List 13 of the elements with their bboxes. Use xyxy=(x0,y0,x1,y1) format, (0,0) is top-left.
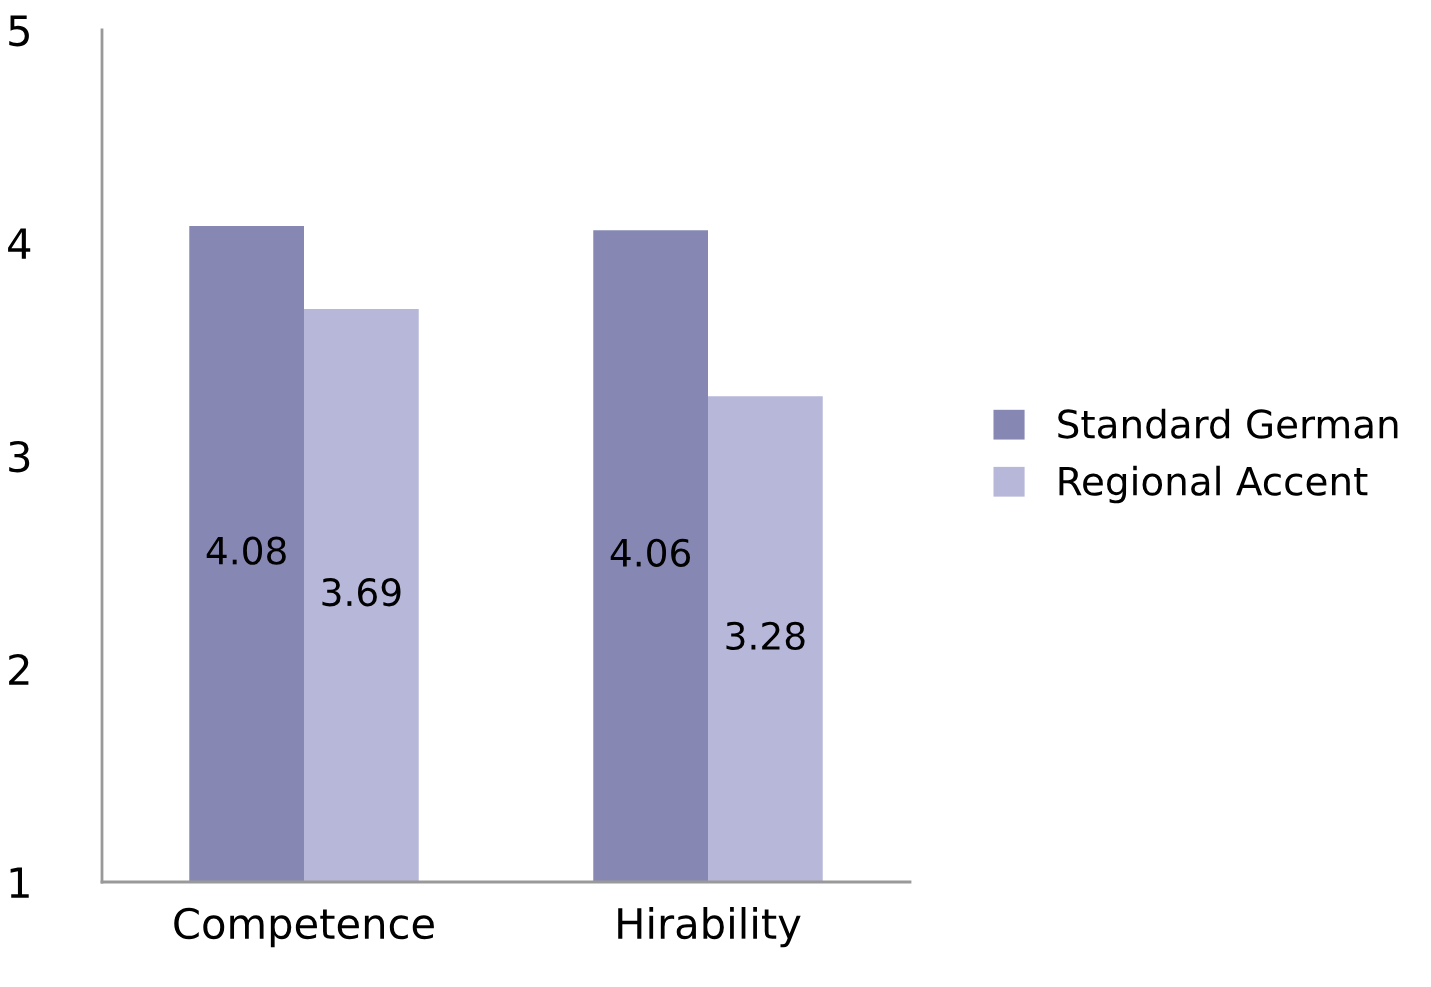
y-tick-label: 2 xyxy=(9,653,29,685)
x-tick-label: Competence xyxy=(174,907,434,948)
y-tick-label: 4 xyxy=(8,228,31,259)
data-label: 3.69 xyxy=(322,578,401,607)
legend-label: Regional Accent xyxy=(1059,465,1368,504)
y-tick-label: 3 xyxy=(9,440,30,473)
data-label: 3.28 xyxy=(726,621,805,651)
x-tick-label: Hirability xyxy=(618,907,801,948)
legend-label: Standard German xyxy=(1058,408,1398,439)
data-label: 4.06 xyxy=(610,538,691,567)
y-tick-label: 5 xyxy=(9,15,29,47)
data-label: 4.08 xyxy=(206,536,286,565)
y-tick-label: 1 xyxy=(10,867,29,898)
